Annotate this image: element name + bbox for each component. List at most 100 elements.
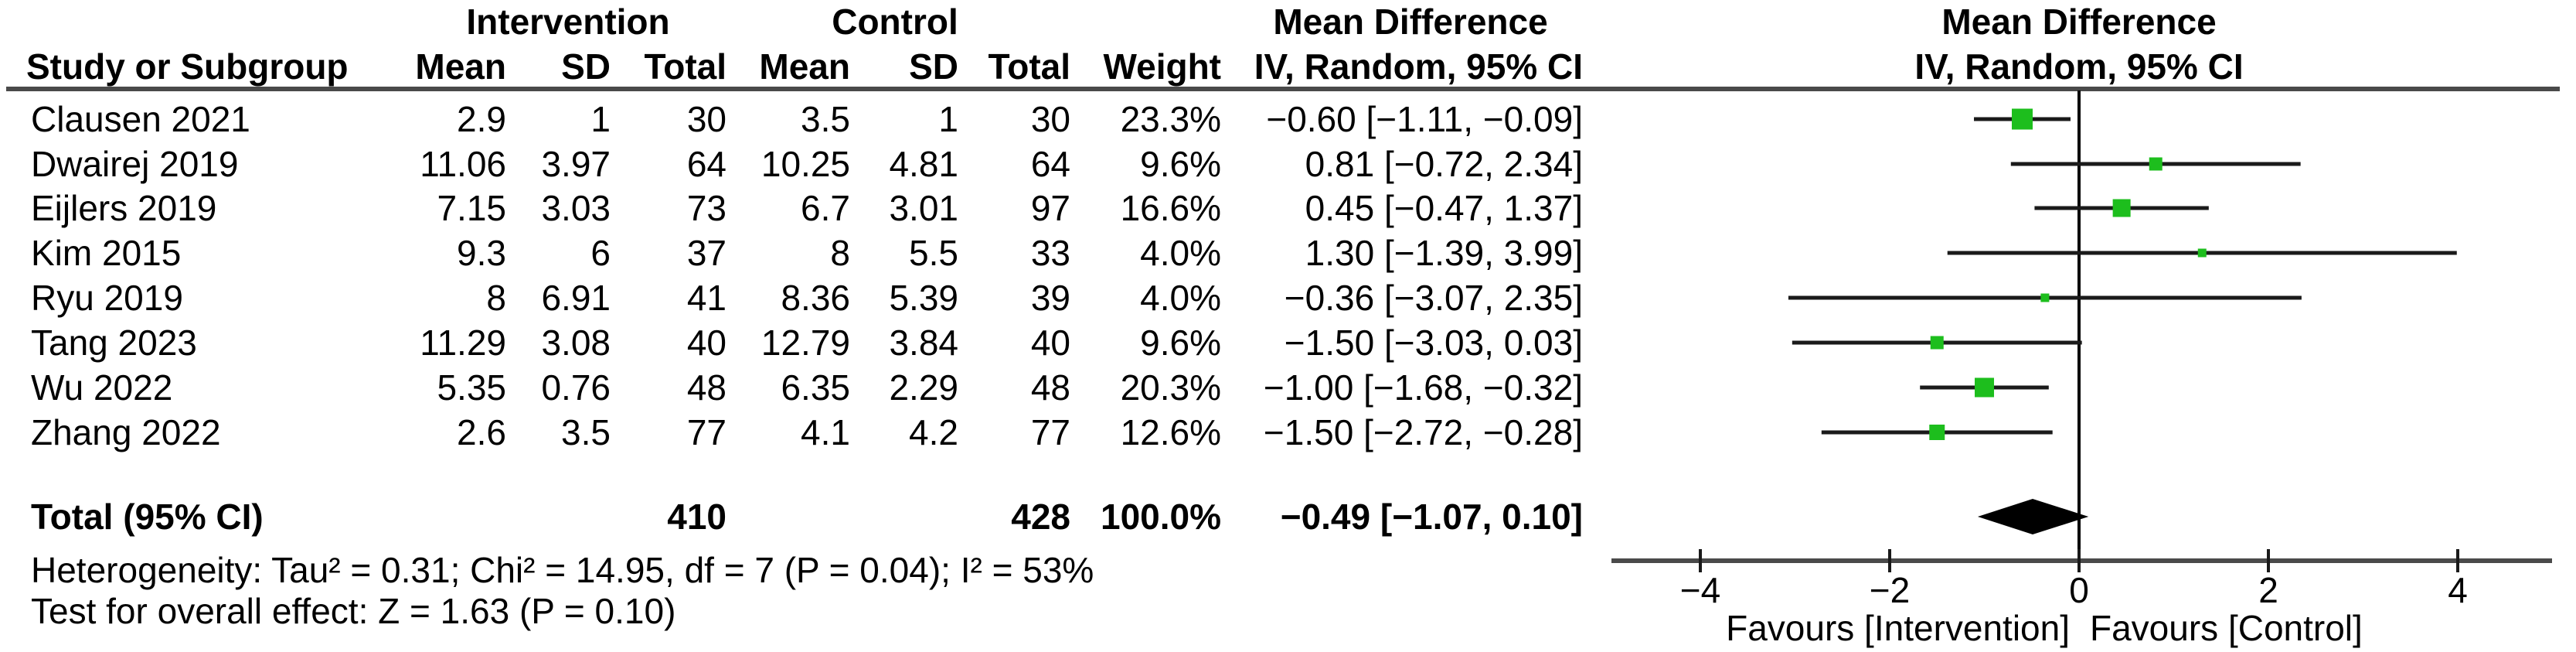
study-cell-c_total: 48 [1030, 367, 1070, 408]
total-intervention-count: 410 [667, 497, 727, 537]
study-column-header: Study or Subgroup [26, 46, 349, 87]
study-cell-i_total: 64 [686, 144, 727, 184]
study-cell-ci_text: 0.45 [−0.47, 1.37] [1305, 188, 1583, 228]
study-cell-ci_text: −1.50 [−2.72, −0.28] [1263, 412, 1583, 452]
study-cell-c_total: 97 [1030, 188, 1070, 228]
study-cell-weight: 16.6% [1120, 188, 1221, 228]
mean-difference-text-header: Mean Difference [1273, 2, 1548, 42]
total-weight: 100.0% [1100, 497, 1221, 537]
study-cell-c_total: 39 [1030, 278, 1070, 318]
study-cell-i_total: 37 [686, 233, 727, 273]
study-cell-c_mean: 6.35 [781, 367, 850, 408]
study-cell-c_total: 40 [1030, 323, 1070, 363]
study-cell-c_mean: 12.79 [761, 323, 850, 363]
study-row: Zhang 2022 2.6 3.5 77 4.1 4.2 77 12.6% −1.50 [−2… [0, 411, 2576, 454]
control-group-header: Control [832, 2, 958, 42]
header-separator [6, 87, 2560, 91]
study-label: Tang 2023 [31, 323, 197, 363]
study-cell-i_mean: 2.6 [457, 412, 506, 452]
total-label: Total (95% CI) [31, 497, 264, 537]
study-cell-c_mean: 6.7 [801, 188, 850, 228]
column-header: Weight [1103, 46, 1221, 87]
study-cell-i_mean: 7.15 [437, 188, 506, 228]
study-cell-i_mean: 8 [486, 278, 506, 318]
mean-difference-plot-header: Mean Difference [1941, 2, 2217, 42]
heterogeneity-note: Heterogeneity: Tau² = 0.31; Chi² = 14.95… [31, 550, 1094, 590]
column-header: SD [909, 46, 958, 87]
study-cell-weight: 9.6% [1140, 144, 1221, 184]
column-header: Mean [415, 46, 506, 87]
study-row: Kim 2015 9.3 6 37 8 5.5 33 4.0% 1.30 [−1.39, 3.9… [0, 231, 2576, 275]
intervention-group-header: Intervention [466, 2, 670, 42]
study-row: Clausen 2021 2.9 1 30 3.5 1 30 23.3% −0.60 [−1.1… [0, 97, 2576, 141]
study-cell-c_sd: 4.2 [909, 412, 958, 452]
study-cell-weight: 9.6% [1140, 323, 1221, 363]
study-cell-c_sd: 3.01 [889, 188, 958, 228]
study-cell-c_sd: 4.81 [889, 144, 958, 184]
study-cell-c_sd: 2.29 [889, 367, 958, 408]
total-row: Total (95% CI) 410 428 100.0% −0.49 [−1.… [0, 495, 2576, 538]
study-cell-c_total: 64 [1030, 144, 1070, 184]
study-cell-i_sd: 3.97 [541, 144, 611, 184]
study-cell-ci_text: −0.60 [−1.11, −0.09] [1266, 99, 1583, 139]
study-cell-i_sd: 3.03 [541, 188, 611, 228]
tick-label: 4 [2448, 570, 2468, 610]
tick-label: −4 [1680, 570, 1720, 610]
study-label: Eijlers 2019 [31, 188, 217, 228]
study-label: Clausen 2021 [31, 99, 250, 139]
study-cell-i_mean: 9.3 [457, 233, 506, 273]
study-row: Dwairej 2019 11.06 3.97 64 10.25 4.81 64 9.6% 0.… [0, 142, 2576, 186]
study-cell-c_total: 77 [1030, 412, 1070, 452]
study-cell-i_sd: 1 [590, 99, 611, 139]
study-row: Wu 2022 5.35 0.76 48 6.35 2.29 48 20.3% −1.00 [−… [0, 366, 2576, 409]
study-cell-c_total: 30 [1030, 99, 1070, 139]
study-cell-i_mean: 2.9 [457, 99, 506, 139]
total-ci-text: −0.49 [−1.07, 0.10] [1280, 497, 1583, 537]
study-row: Ryu 2019 8 6.91 41 8.36 5.39 39 4.0% −0.36 [−3.0… [0, 276, 2576, 319]
tick-label: 2 [2258, 570, 2278, 610]
study-cell-i_total: 77 [686, 412, 727, 452]
column-header: IV, Random, 95% CI [1254, 46, 1583, 87]
study-cell-weight: 23.3% [1120, 99, 1221, 139]
study-cell-i_mean: 5.35 [437, 367, 506, 408]
study-cell-c_mean: 8 [830, 233, 850, 273]
study-cell-c_mean: 8.36 [781, 278, 850, 318]
total-control-count: 428 [1011, 497, 1070, 537]
study-cell-weight: 4.0% [1140, 233, 1221, 273]
column-header: SD [561, 46, 611, 87]
study-cell-i_sd: 6.91 [541, 278, 611, 318]
study-cell-c_sd: 5.5 [909, 233, 958, 273]
study-cell-c_mean: 10.25 [761, 144, 850, 184]
favours-intervention-label: Favours [Intervention] [1726, 608, 2070, 648]
study-row: Eijlers 2019 7.15 3.03 73 6.7 3.01 97 16.6% 0.45… [0, 186, 2576, 230]
tick-label: −2 [1870, 570, 1910, 610]
study-cell-ci_text: −1.50 [−3.03, 0.03] [1284, 323, 1583, 363]
tick-label: 0 [2069, 570, 2089, 610]
study-cell-i_sd: 3.08 [541, 323, 611, 363]
column-header: Total [644, 46, 727, 87]
study-cell-i_total: 40 [686, 323, 727, 363]
study-cell-i_sd: 0.76 [541, 367, 611, 408]
study-label: Dwairej 2019 [31, 144, 239, 184]
study-cell-i_mean: 11.06 [420, 144, 506, 184]
study-cell-i_total: 48 [686, 367, 727, 408]
study-row: Tang 2023 11.29 3.08 40 12.79 3.84 40 9.6% −1.50… [0, 321, 2576, 364]
plot-subheader: IV, Random, 95% CI [1914, 46, 2244, 87]
study-cell-ci_text: 1.30 [−1.39, 3.99] [1305, 233, 1583, 273]
study-cell-c_sd: 1 [938, 99, 958, 139]
study-cell-c_sd: 5.39 [889, 278, 958, 318]
study-cell-weight: 4.0% [1140, 278, 1221, 318]
column-header: Mean [759, 46, 850, 87]
overall-effect-note: Test for overall effect: Z = 1.63 (P = 0… [31, 591, 676, 631]
study-cell-i_total: 30 [686, 99, 727, 139]
study-cell-c_mean: 3.5 [801, 99, 850, 139]
study-cell-weight: 20.3% [1120, 367, 1221, 408]
column-header: Total [988, 46, 1070, 87]
study-cell-c_total: 33 [1030, 233, 1070, 273]
study-label: Ryu 2019 [31, 278, 183, 318]
study-cell-i_total: 73 [686, 188, 727, 228]
study-cell-i_mean: 11.29 [420, 323, 506, 363]
favours-control-label: Favours [Control] [2090, 608, 2363, 648]
study-cell-ci_text: −0.36 [−3.07, 2.35] [1284, 278, 1583, 318]
